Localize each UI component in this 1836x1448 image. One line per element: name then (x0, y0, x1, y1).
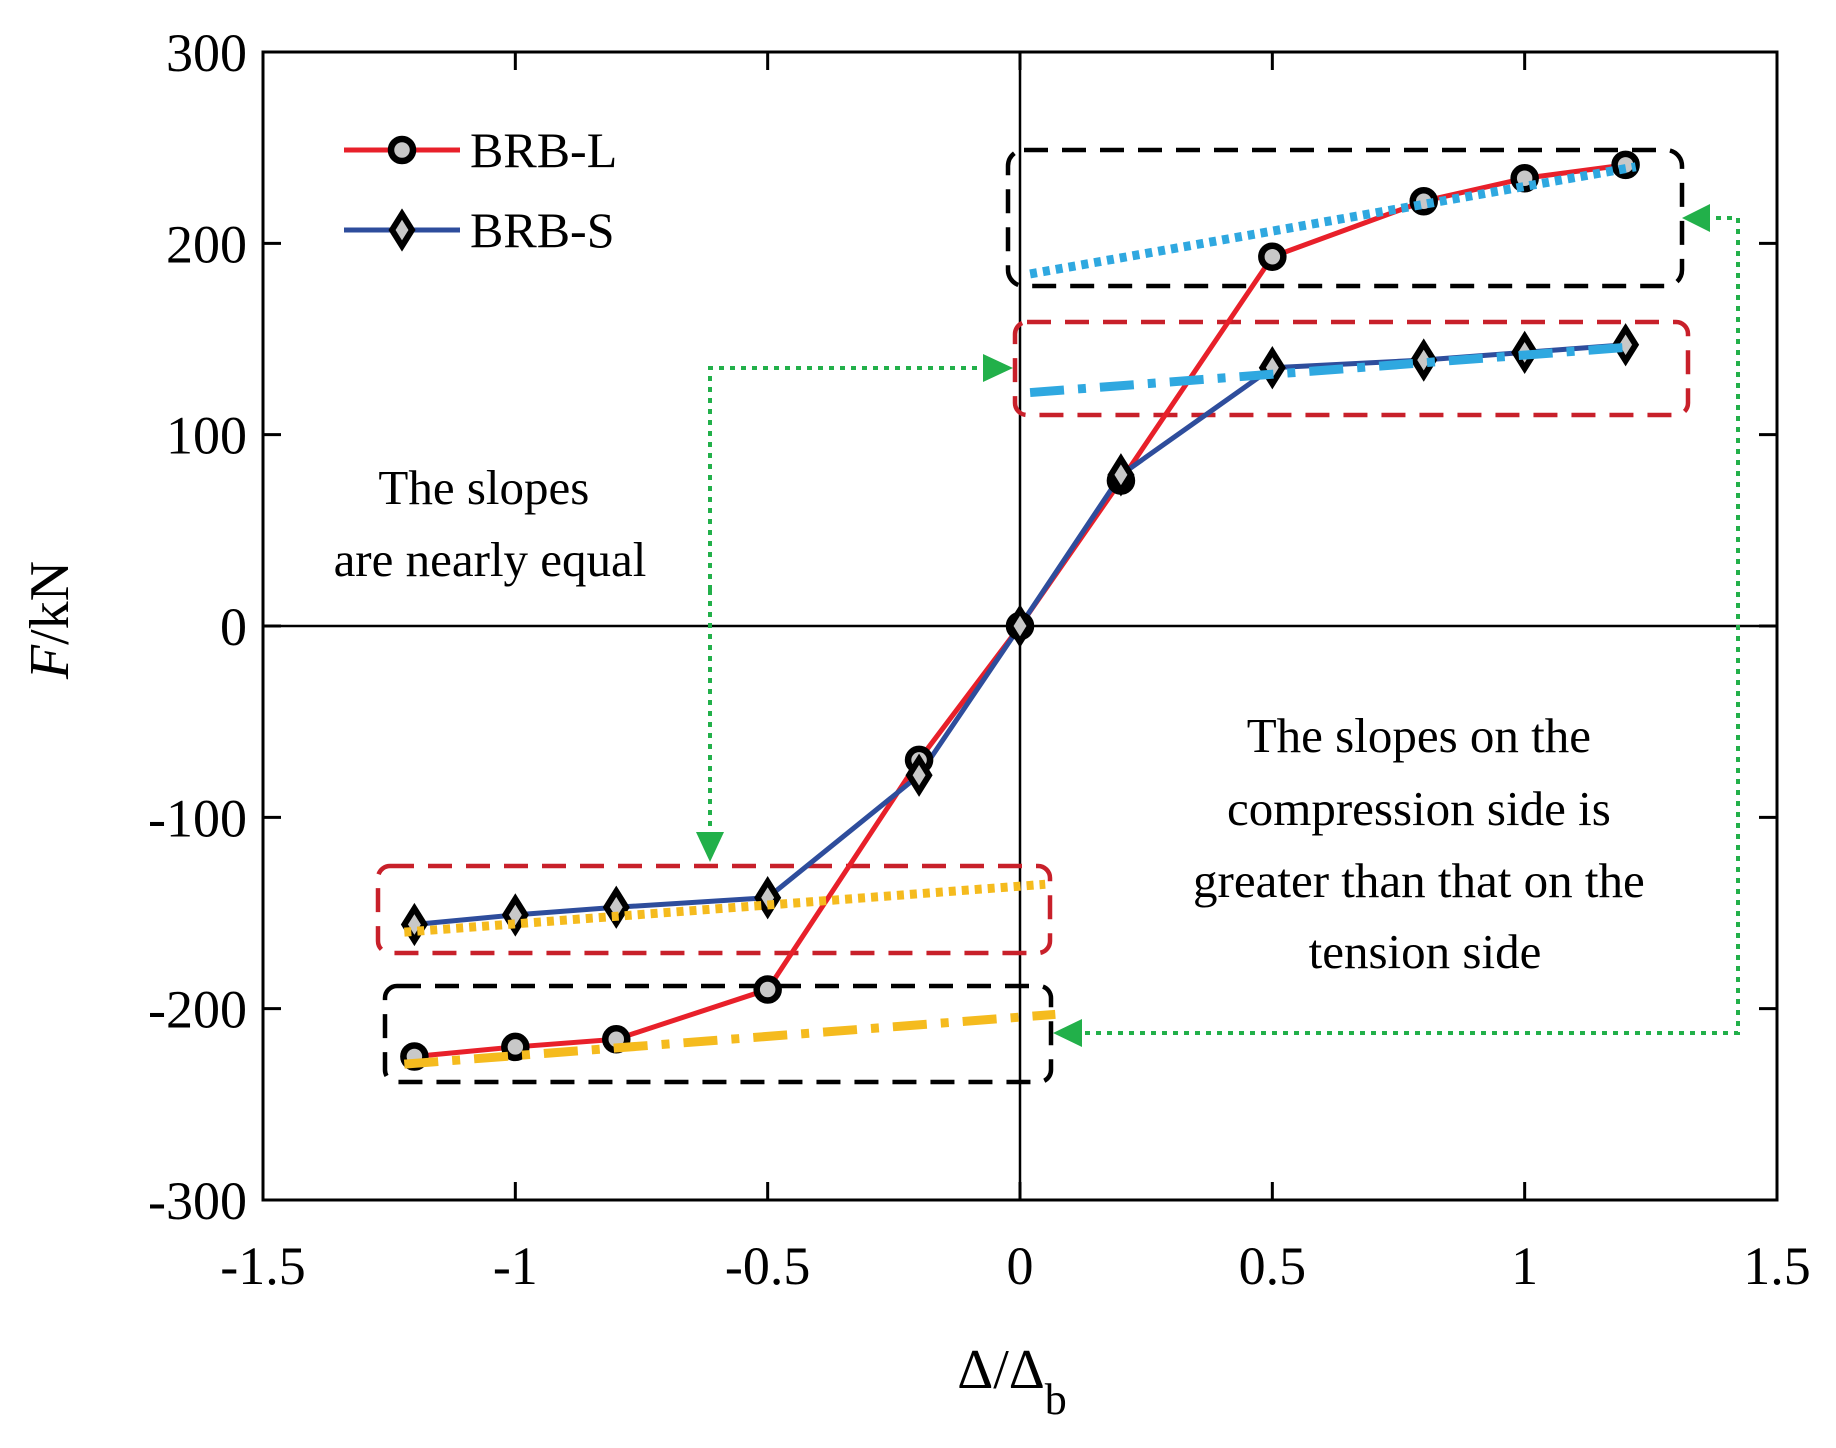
x-axis-title: Δ/Δb (957, 1339, 1067, 1424)
fit-lines-layer (403, 162, 1637, 1069)
annotation-right-line-2: compression side is (1227, 781, 1611, 836)
y-tick-label: -300 (148, 1171, 247, 1231)
arrow-head-to-brb-l-compression (1053, 1019, 1082, 1047)
data-point-brb-s (1410, 338, 1438, 382)
x-tick-label: 0.5 (1239, 1236, 1307, 1296)
legend-item-brb-l: BRB-L (344, 122, 617, 178)
annotation-right-line-3: greater than that on the (1193, 853, 1645, 908)
legend-marker-brb-l (387, 135, 417, 165)
arrow-right-annotation (1053, 204, 1740, 1047)
y-tick-label: 100 (166, 406, 247, 466)
x-tick-label: -0.5 (725, 1236, 810, 1296)
axis-ticks (261, 50, 1779, 1202)
highlight-box-brb-l-compression (382, 983, 1054, 1085)
data-point-brb-s (1107, 453, 1135, 497)
x-tick-label: -1 (493, 1236, 538, 1296)
legend-marker-brb-s (388, 208, 416, 252)
y-tick-label: -200 (148, 980, 247, 1040)
data-point-brb-s (1006, 604, 1034, 648)
annotation-left: The slopes are nearly equal (334, 460, 647, 587)
data-point-brb-s (602, 885, 630, 929)
highlight-box-brb-l-tension (1005, 147, 1685, 289)
x-axis-title-subscript: b (1045, 1375, 1067, 1424)
annotation-left-line-1: The slopes (378, 460, 589, 515)
x-axis-title-main: Δ/Δ (957, 1339, 1045, 1401)
y-axis-title-unit: /kN (19, 561, 81, 645)
highlight-box-brb-s-compression (375, 863, 1053, 956)
arrow-head-to-brb-l-tension (1682, 204, 1710, 232)
annotation-left-line-2: are nearly equal (334, 532, 647, 587)
x-tick-label: 0 (1007, 1236, 1034, 1296)
x-tick-label: -1.5 (220, 1236, 305, 1296)
tick-labels: -1.5 -1 -0.5 0 0.5 1 1.5 -300 -200 -100 0 100 200 300 (148, 23, 1811, 1296)
fit-line-brb-l-compression-slope (403, 1009, 1056, 1069)
annotation-right-line-4: tension side (1309, 924, 1542, 979)
x-tick-label: 1 (1511, 1236, 1538, 1296)
y-tick-label: 0 (220, 597, 247, 657)
y-tick-label: 300 (166, 23, 247, 83)
fit-line-brb-s-tension-slope (1029, 342, 1637, 398)
fit-line-brb-l-tension-slope (1029, 162, 1637, 279)
arrow-head-to-brb-s-tension (983, 354, 1013, 382)
data-point-brb-s (1612, 323, 1640, 367)
annotation-right: The slopes on the compression side is gr… (1193, 708, 1657, 979)
data-point-brb-l (501, 1032, 530, 1062)
data-point-brb-s (905, 753, 933, 797)
annotation-right-line-1: The slopes on the (1247, 708, 1591, 763)
y-axis-title: F/kN (19, 561, 81, 680)
data-point-brb-l (753, 975, 782, 1004)
y-tick-label: 200 (166, 214, 247, 274)
data-point-brb-l (1258, 242, 1287, 271)
legend-item-brb-s: BRB-S (344, 202, 615, 258)
y-axis-title-italic: F (19, 644, 81, 680)
legend-label-brb-s: BRB-S (470, 202, 615, 258)
series-layer (400, 150, 1640, 1071)
highlight-box-brb-s-tension (1012, 319, 1691, 418)
y-tick-label: -100 (148, 788, 247, 848)
arrow-head-to-brb-s-compression (696, 832, 724, 862)
x-tick-label: 1.5 (1743, 1236, 1811, 1296)
arrow-left-annotation (696, 354, 1013, 862)
legend-label-brb-l: BRB-L (470, 122, 617, 178)
fit-line-brb-s-compression-slope (403, 879, 1046, 937)
legend: BRB-L BRB-S (344, 122, 617, 258)
